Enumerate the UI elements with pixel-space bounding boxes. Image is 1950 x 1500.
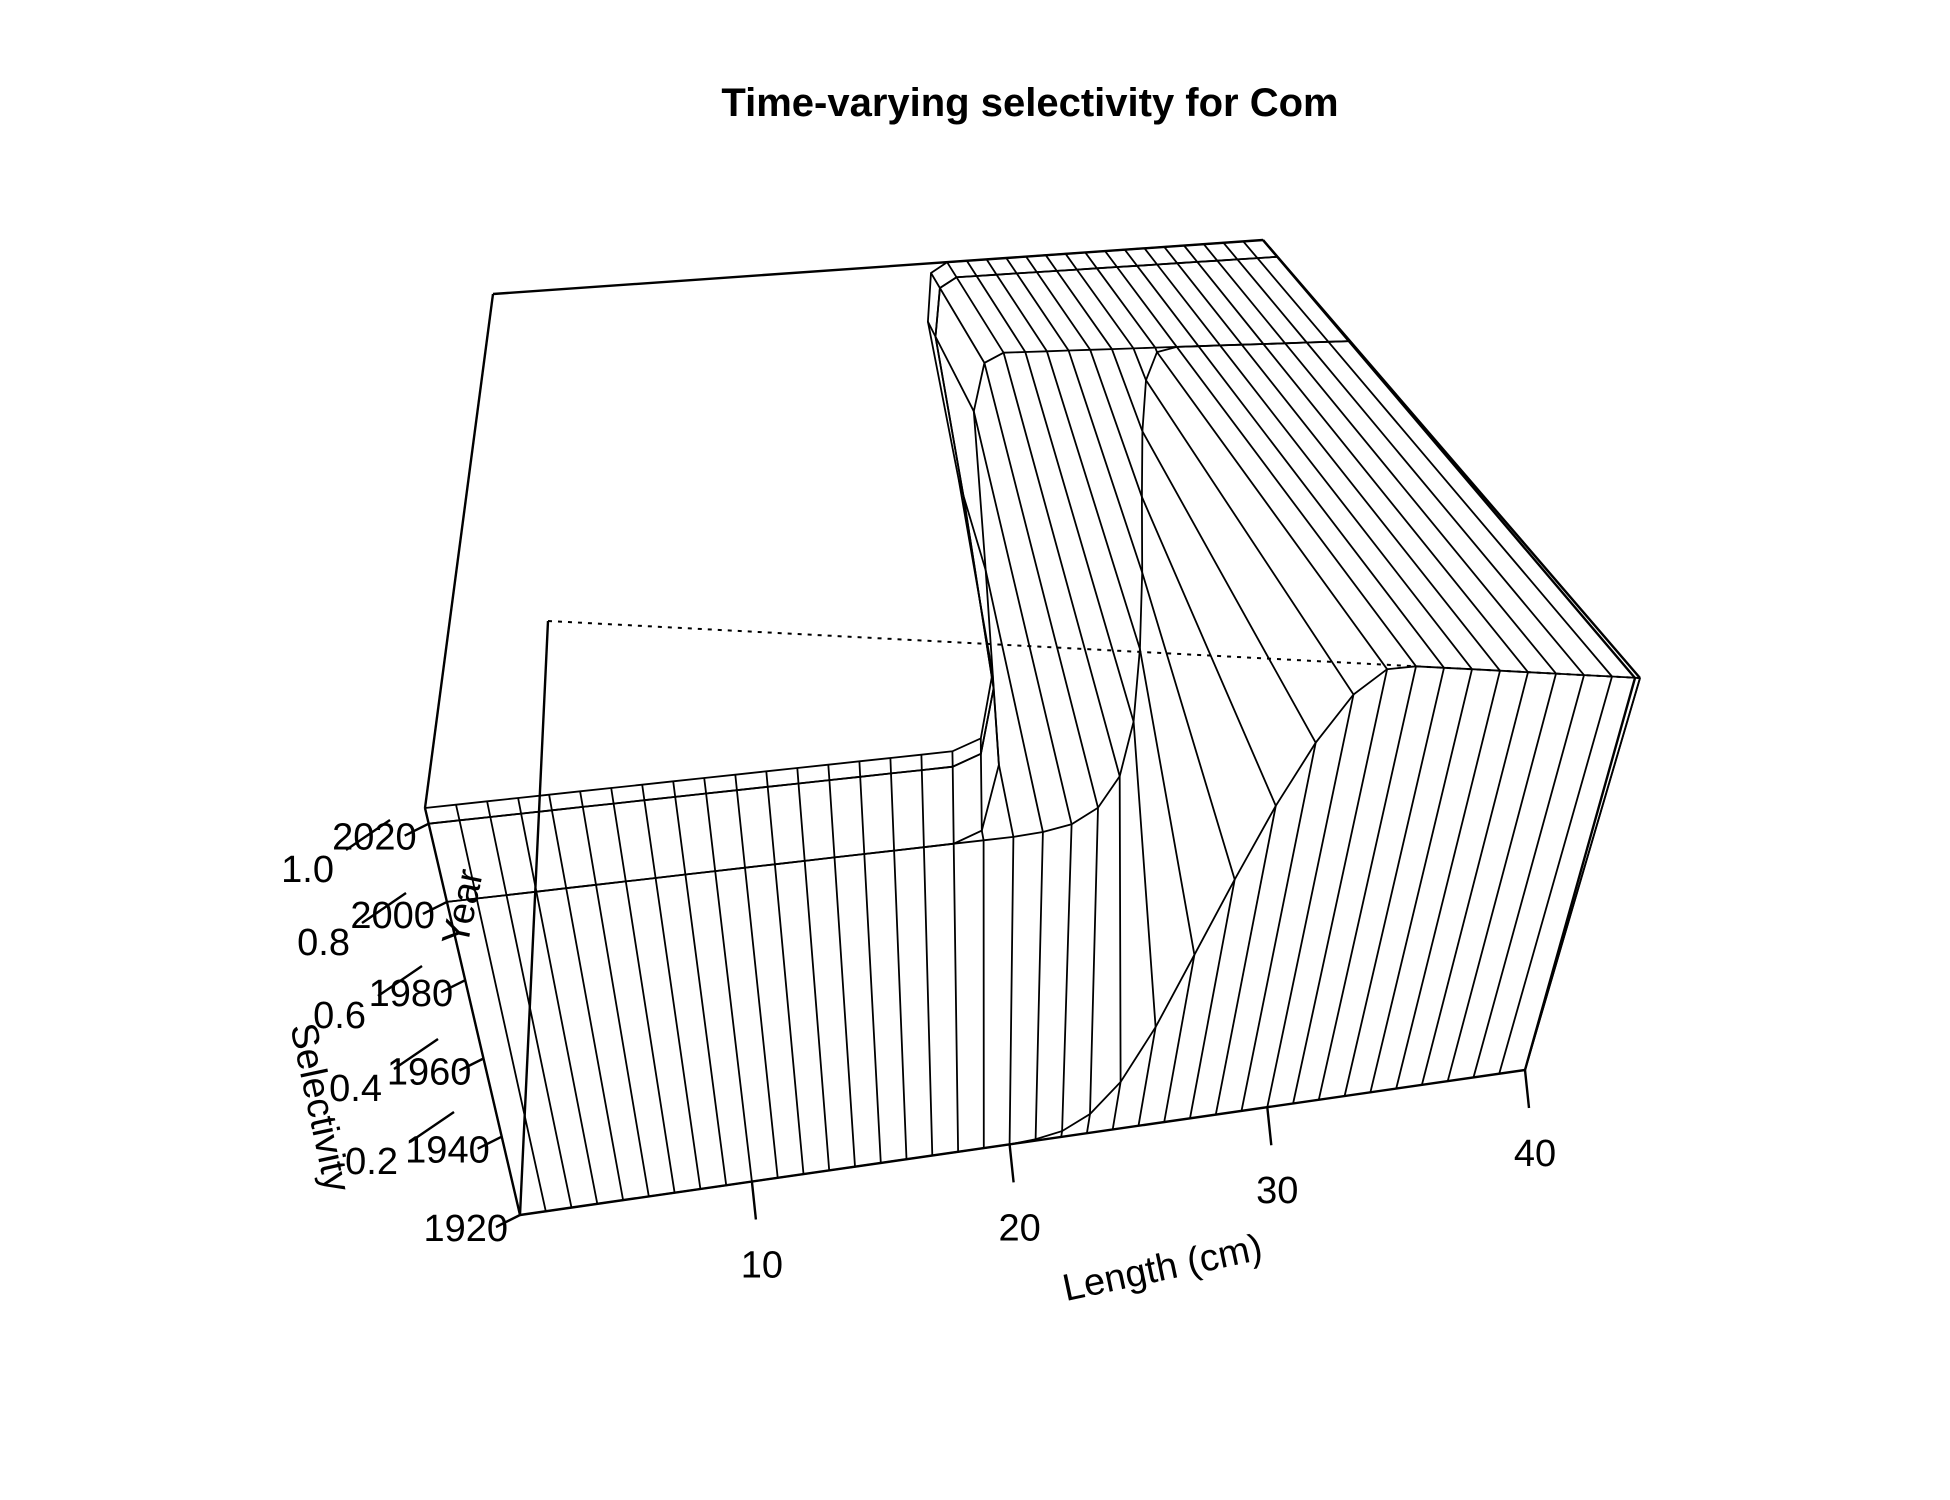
hidden-ref-line [547,620,1641,679]
y-tick-label-1960: 1960 [387,1051,472,1093]
front-skirt-24 [1111,1081,1122,1130]
y-tick-2000 [422,900,448,915]
surface-length-line-38 [1222,242,1585,676]
surface-length-line-18 [951,751,959,1152]
x-axis-label: Length (cm) [1059,1227,1266,1310]
surface-length-line-7 [610,787,676,1193]
x-tick-label-20: 20 [998,1207,1040,1249]
front-skirt-38 [1472,674,1585,1078]
z-tick-label-0.4: 0.4 [329,1068,382,1110]
surface-length-line-29 [1045,254,1317,744]
surface-length-line-31 [1084,251,1388,670]
surface-length-line-11 [734,774,779,1178]
surface-length-line-32 [1104,250,1417,667]
surface-length-line-10 [703,777,753,1182]
z-tick-0.4 [393,1038,439,1070]
z-tick-label-1.0: 1.0 [281,849,334,891]
box-edge-front-left [518,620,550,1216]
front-skirt-30 [1266,694,1355,1108]
front-skirt-23 [1086,1113,1091,1134]
chart-title: Time-varying selectivity for Com [721,81,1338,125]
surface-length-line-33 [1124,249,1445,669]
front-skirt-36 [1421,671,1529,1086]
surface-length-line-34 [1143,247,1473,670]
surface-length-line-6 [579,791,650,1197]
front-skirt-26 [1163,954,1196,1123]
front-skirt-31 [1292,669,1388,1104]
surface-length-line-37 [1203,243,1557,675]
surface-length-line-9 [672,781,728,1186]
box-front-edges [518,620,1641,1217]
box-edge-front-bottom [519,1068,1526,1217]
y-axis-label: Year [435,865,492,949]
front-skirt-25 [1137,1026,1157,1126]
z-tick-label-0.8: 0.8 [297,922,350,964]
front-skirt-27 [1189,879,1236,1119]
surface-length-line-20 [991,673,1015,1145]
x-tick-20 [1008,1144,1015,1183]
surface-year-line-1920 [519,665,1641,1216]
surface-length-line-36 [1183,244,1529,673]
surface-length-line-21 [957,479,1044,1140]
front-skirt-37 [1446,673,1557,1082]
surface-length-line-13 [796,767,831,1171]
surface-length-line-17 [920,754,934,1156]
surface-year-step-2000 [446,340,1351,903]
x-tick-label-30: 30 [1256,1170,1298,1212]
surface-length-line-22 [927,321,1073,1132]
z-tick-0.2 [409,1111,455,1143]
x-tick-10 [750,1181,758,1220]
surface-mesh [424,239,1641,1216]
y-tick-1920 [495,1213,521,1229]
surface-length-line-19 [979,738,985,1149]
surface-length-line-4 [517,797,599,1204]
surface-length-line-35 [1163,246,1501,672]
surface-length-line-15 [858,761,882,1163]
surface-year-line-2024 [424,239,1264,809]
x-tick-30 [1266,1107,1273,1146]
surface-year-line-2000 [446,340,1351,903]
front-skirt-32 [1317,666,1417,1100]
surface-length-line-14 [827,764,856,1167]
front-skirt-28 [1214,805,1277,1115]
x-tick-label-10: 10 [741,1245,783,1287]
box-edge-right-bottom [1523,677,1637,1071]
front-skirt-39 [1498,676,1613,1074]
z-tick-label-0.6: 0.6 [313,995,366,1037]
front-skirt-33 [1343,667,1445,1097]
y-tick-2020 [404,822,430,837]
surface-length-line-26 [985,258,1196,955]
box-edge-back-left [423,293,495,809]
front-skirt-35 [1395,670,1501,1089]
z-tick-0.6 [377,965,423,997]
x-tick-label-40: 40 [1514,1133,1556,1175]
y-tick-1940 [477,1135,503,1150]
y-tick-label-2020: 2020 [332,817,417,859]
front-skirt-34 [1369,668,1473,1093]
surface-length-line-16 [889,757,908,1160]
surface-length-line-40 [1262,239,1641,679]
y-tick-1960 [458,1057,485,1072]
x-tick-40 [1523,1069,1531,1109]
surface-length-line-5 [548,794,624,1201]
z-tick-label-0.2: 0.2 [345,1141,398,1183]
z-tick-1.0 [345,819,391,851]
surface-length-line-39 [1242,240,1613,678]
surface-length-line-8 [641,784,702,1190]
z-tick-0.8 [361,892,407,924]
surface-length-line-3 [486,801,573,1208]
surface-length-line-12 [765,771,805,1175]
y-tick-1980 [440,979,466,994]
surface-length-line-25 [966,260,1157,1028]
front-skirt-29 [1240,742,1317,1112]
surface-length-line-2 [455,804,547,1212]
y-tick-label-1920: 1920 [423,1208,508,1250]
